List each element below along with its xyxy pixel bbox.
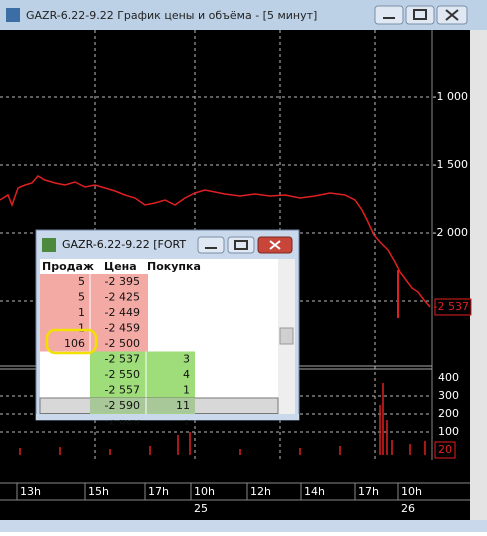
maximize-button[interactable]	[227, 236, 255, 254]
column-header: Покупка	[147, 260, 201, 273]
current-price-box	[434, 298, 472, 316]
date-label: 26	[401, 502, 415, 515]
time-label: 12h	[250, 485, 271, 498]
buy-volume: 3	[183, 352, 190, 365]
sell-volume: 1	[78, 321, 85, 334]
buy-volume: 11	[176, 399, 190, 412]
current-volume: 20	[438, 443, 452, 456]
sell-volume: 5	[78, 275, 85, 288]
sell-price: -2 459	[105, 321, 140, 334]
sell-cell	[40, 289, 148, 305]
minimize-button[interactable]	[197, 236, 225, 254]
sell-price: -2 449	[105, 306, 140, 319]
buy-cell	[90, 398, 195, 414]
order-book-icon	[42, 238, 56, 252]
column-header: Продаж	[42, 260, 94, 273]
app-icon	[6, 8, 20, 22]
buy-cell	[90, 382, 195, 398]
sell-cell	[40, 305, 148, 321]
time-label: 17h	[358, 485, 379, 498]
window-title: GAZR-6.22-9.22 График цены и объёма - [5…	[26, 9, 317, 22]
maximize-button[interactable]	[405, 5, 435, 25]
time-label: 17h	[148, 485, 169, 498]
sell-volume: 5	[78, 290, 85, 303]
time-label: 13h	[20, 485, 41, 498]
sell-cell	[40, 320, 148, 336]
current-volume-box	[434, 441, 456, 459]
sell-price: -2 395	[105, 275, 140, 288]
buy-price: -2 550	[105, 368, 140, 381]
price-label: -1 000	[433, 90, 468, 103]
volume-label: 200	[438, 407, 459, 420]
date-label: 25	[194, 502, 208, 515]
highlight-ring	[45, 328, 98, 355]
volume-label: 100	[438, 425, 459, 438]
sell-cell	[40, 336, 148, 352]
buy-price: -2 537	[105, 352, 140, 365]
time-label: 10h	[401, 485, 422, 498]
price-line	[0, 175, 431, 308]
price-label: -2 000	[433, 226, 468, 239]
table-bottom	[36, 414, 299, 420]
volume-bars	[19, 383, 426, 455]
buy-volume: 1	[183, 414, 190, 427]
minimize-button[interactable]	[374, 5, 404, 25]
column-header: Цена	[104, 260, 137, 273]
sell-price: -2 500	[105, 337, 140, 350]
buy-cell	[90, 367, 195, 383]
sell-volume: 106	[64, 337, 85, 350]
order-book-title: GAZR-6.22-9.22 [FORT	[62, 238, 186, 251]
time-label: 10h	[194, 485, 215, 498]
sell-price: -2 425	[105, 290, 140, 303]
time-label: 15h	[88, 485, 109, 498]
buy-price: -2 557	[105, 383, 140, 396]
current-price: -2 537	[434, 300, 469, 313]
sell-cell	[40, 274, 148, 290]
sell-volume: 1	[78, 306, 85, 319]
buy-price: -2 590	[105, 399, 140, 412]
buy-cell	[90, 413, 195, 414]
scrollbar[interactable]	[470, 30, 487, 520]
volume-label: 400	[438, 371, 459, 384]
volume-label: 300	[438, 389, 459, 402]
price-label: -1 500	[433, 158, 468, 171]
buy-volume: 4	[183, 368, 190, 381]
time-label: 14h	[304, 485, 325, 498]
buy-volume: 1	[183, 383, 190, 396]
buy-cell	[90, 351, 195, 367]
